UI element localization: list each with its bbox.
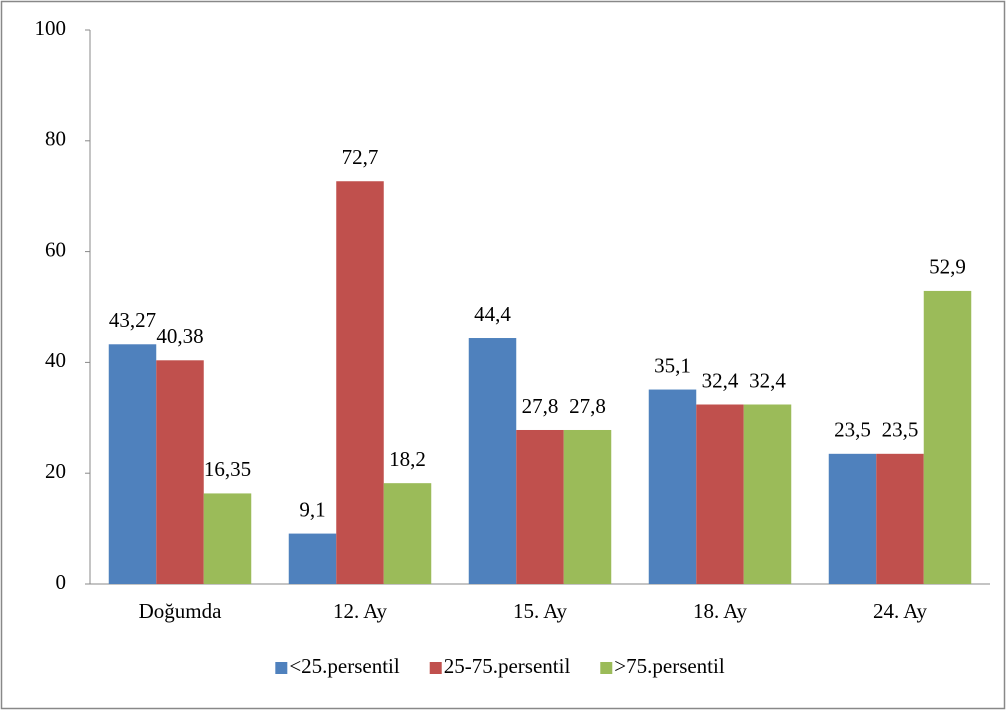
legend-swatch: [275, 662, 288, 674]
legend-swatch: [429, 662, 442, 674]
value-label: 32,4: [702, 368, 739, 392]
bar: [563, 429, 612, 584]
bar: [288, 533, 337, 584]
bar: [336, 181, 384, 584]
bar: [923, 290, 972, 584]
value-label: 52,9: [929, 255, 966, 279]
value-label: 44,4: [474, 302, 511, 326]
y-tick-label: 0: [56, 570, 67, 594]
legend-swatch: [600, 662, 613, 674]
value-label: 23,5: [834, 418, 871, 442]
bar: [696, 404, 744, 584]
legend-label: <25.persentil: [289, 654, 400, 678]
y-tick-label: 40: [45, 348, 66, 372]
x-tick-label: Doğumda: [139, 599, 223, 623]
value-label: 9,1: [299, 497, 325, 521]
value-label: 32,4: [749, 368, 786, 392]
value-label: 23,5: [882, 418, 919, 442]
x-tick-label: 24. Ay: [873, 599, 928, 623]
legend-label: >75.persentil: [614, 654, 725, 678]
x-tick-label: 18. Ay: [693, 599, 748, 623]
legend-label: 25-75.persentil: [444, 654, 571, 678]
y-tick-label: 100: [35, 16, 67, 40]
bar: [203, 493, 252, 584]
bar: [468, 338, 517, 584]
bar: [876, 453, 924, 584]
x-tick-label: 12. Ay: [333, 599, 388, 623]
x-tick-label: 15. Ay: [513, 599, 568, 623]
value-label: 27,8: [522, 394, 559, 418]
bar: [516, 429, 564, 584]
bar: [828, 453, 877, 584]
value-label: 43,27: [109, 308, 156, 332]
y-tick-label: 20: [45, 459, 66, 483]
bar: [383, 483, 432, 584]
value-label: 27,8: [569, 394, 606, 418]
value-label: 72,7: [342, 145, 379, 169]
y-tick-label: 60: [45, 237, 66, 261]
bar: [648, 389, 697, 584]
value-label: 35,1: [654, 353, 691, 377]
bar: [108, 344, 157, 584]
bar: [743, 404, 792, 584]
bar: [156, 360, 204, 584]
value-label: 16,35: [204, 457, 251, 481]
y-tick-label: 80: [45, 127, 66, 151]
value-label: 40,38: [156, 324, 203, 348]
value-label: 18,2: [389, 447, 426, 471]
